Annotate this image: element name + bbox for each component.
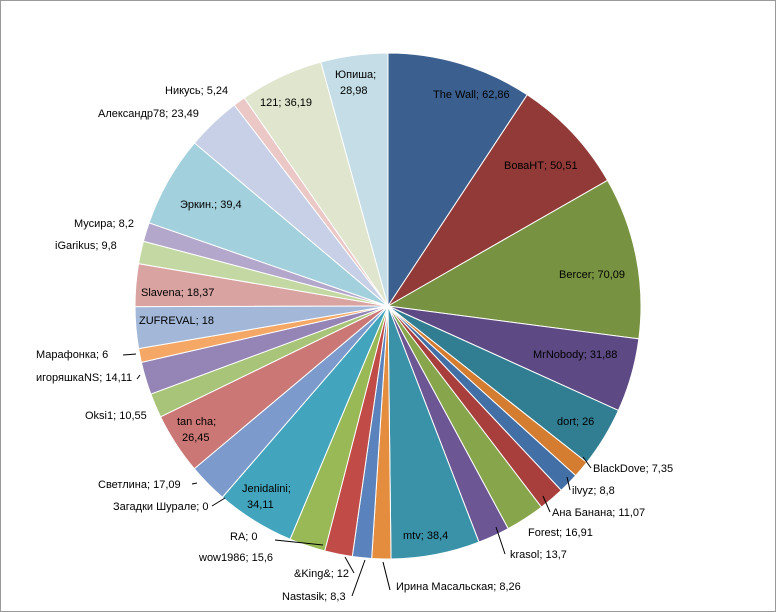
- data-label-23: ZUFREVAL; 18: [139, 315, 214, 327]
- data-label-11: Ирина Масальская; 8,26: [396, 581, 521, 593]
- leader-line-6: [566, 476, 571, 491]
- data-label-14: wow1986; 15,6: [198, 552, 273, 564]
- data-label-18: Светлина; 17,09: [98, 479, 181, 491]
- leader-line-12: [351, 559, 366, 597]
- data-label-0: The Wall; 62,86: [433, 89, 510, 101]
- pie-slice-31: [320, 52, 389, 307]
- data-label-2: Bercer; 70,09: [559, 269, 625, 281]
- data-label-22: Марафонка; 6: [36, 349, 108, 361]
- data-label-29: Никусь; 5,24: [165, 85, 228, 97]
- data-label-28: Александр78; 23,49: [98, 108, 199, 120]
- pie-slice-0: [387, 52, 528, 308]
- leader-line-11: [382, 561, 391, 591]
- data-label-12: Nastasik; 8,3: [282, 591, 346, 603]
- data-label-5: BlackDove; 7,35: [593, 463, 673, 475]
- data-label-20: Oksi1; 10,55: [85, 410, 147, 422]
- data-label-9: krasol; 13,7: [510, 549, 567, 561]
- leader-line-21: [136, 374, 141, 380]
- data-label-3: MrNobody; 31,88: [533, 349, 617, 361]
- data-label-31: Юпиша; 28,98: [335, 69, 376, 97]
- leader-line-13: [344, 556, 355, 574]
- leader-line-22: [122, 353, 137, 356]
- data-label-24: Slavena; 18,37: [141, 287, 214, 299]
- leader-line-9: [495, 526, 506, 555]
- data-label-27: Эркин.; 39,4: [180, 199, 242, 211]
- data-label-1: ВоваНТ; 50,51: [504, 160, 578, 172]
- data-label-15: RA; 0: [230, 531, 258, 543]
- data-label-16: Jenidalini; 34,11: [242, 483, 291, 511]
- data-label-26: Мусира; 8,2: [74, 218, 134, 230]
- leader-line-7: [542, 495, 551, 513]
- data-label-4: dort; 26: [557, 416, 594, 428]
- data-label-13: &King&; 12: [294, 568, 349, 580]
- data-label-30: 121; 36,19: [260, 97, 312, 109]
- data-label-25: iGarikus; 9,8: [55, 240, 117, 252]
- data-label-19: tan cha; 26,45: [177, 416, 216, 444]
- leader-line-17: [211, 497, 226, 507]
- data-label-8: Forest; 16,91: [528, 527, 593, 539]
- pie-slice-1: [387, 94, 609, 307]
- data-label-7: Ана Банана; 11,07: [552, 507, 645, 519]
- leader-line-18: [191, 482, 198, 485]
- data-label-17: Загадки Шурале; 0: [113, 501, 209, 513]
- data-label-21: игоряшкаNS; 14,11: [36, 372, 132, 384]
- leader-line-15: [274, 539, 324, 546]
- pie-slice-2: [386, 179, 642, 340]
- data-label-6: ilvyz; 8,8: [572, 485, 615, 497]
- data-label-10: mtv; 38,4: [403, 530, 448, 542]
- leader-line-5: [582, 456, 592, 469]
